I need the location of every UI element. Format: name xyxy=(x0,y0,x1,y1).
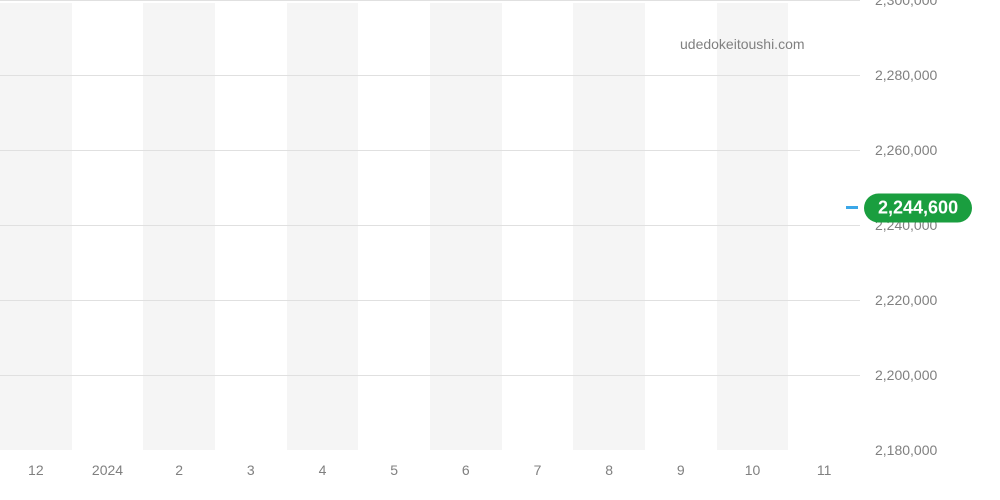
watermark-text: udedokeitoushi.com xyxy=(680,36,805,52)
current-value-tick xyxy=(846,206,858,209)
grid-line xyxy=(0,225,860,226)
grid-line xyxy=(0,0,860,1)
vertical-band xyxy=(287,3,359,450)
y-axis-label: 2,260,000 xyxy=(875,142,937,158)
x-axis-label: 9 xyxy=(677,462,685,478)
grid-line xyxy=(0,150,860,151)
x-axis-label: 4 xyxy=(319,462,327,478)
y-axis-label: 2,280,000 xyxy=(875,67,937,83)
x-axis-label: 2 xyxy=(175,462,183,478)
x-axis-label: 7 xyxy=(534,462,542,478)
x-axis-label: 12 xyxy=(28,462,44,478)
y-axis-label: 2,220,000 xyxy=(875,292,937,308)
current-value-badge: 2,244,600 xyxy=(864,193,972,222)
y-axis-label: 2,300,000 xyxy=(875,0,937,8)
vertical-band xyxy=(430,3,502,450)
grid-line xyxy=(0,300,860,301)
grid-line xyxy=(0,375,860,376)
vertical-band xyxy=(0,3,72,450)
x-axis-label: 3 xyxy=(247,462,255,478)
vertical-band xyxy=(717,3,789,450)
x-axis-label: 10 xyxy=(745,462,761,478)
grid-line xyxy=(0,75,860,76)
vertical-band xyxy=(573,3,645,450)
x-axis-label: 11 xyxy=(817,462,832,478)
x-axis-label: 2024 xyxy=(92,462,123,478)
plot-area: udedokeitoushi.com xyxy=(0,0,860,450)
y-axis-label: 2,180,000 xyxy=(875,442,937,458)
x-axis-label: 8 xyxy=(605,462,613,478)
x-axis-label: 6 xyxy=(462,462,470,478)
y-axis-label: 2,200,000 xyxy=(875,367,937,383)
price-chart: udedokeitoushi.com 2,180,000 2,200,000 2,2… xyxy=(0,0,1000,500)
x-axis-label: 5 xyxy=(390,462,398,478)
vertical-band xyxy=(143,3,215,450)
